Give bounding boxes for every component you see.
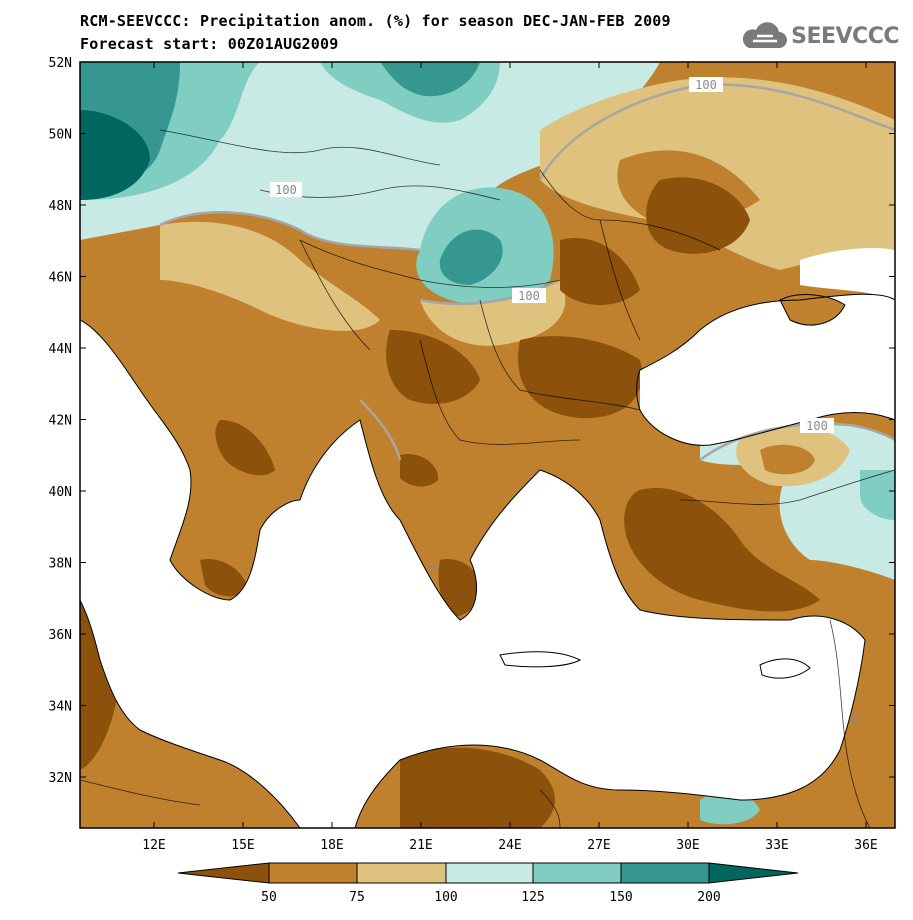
lat-label: 52N — [49, 56, 72, 71]
contour-labels: 100 100 100 100 0 0 — [270, 77, 859, 728]
lat-label: 40N — [49, 485, 72, 500]
legend-label: 200 — [697, 890, 720, 905]
latitude-axis: 52N 50N 48N 46N 44N 42N 40N 38N 36N 34N 32N — [49, 56, 895, 786]
lat-label: 36N — [49, 628, 72, 643]
seevccc-logo: SEEVCCC — [739, 22, 899, 50]
lat-label: 32N — [49, 771, 72, 786]
legend-label: 50 — [261, 890, 277, 905]
map-title: RCM-SEEVCCC: Precipitation anom. (%) for… — [80, 12, 671, 30]
legend-swatch — [532, 862, 622, 884]
lat-label: 42N — [49, 414, 72, 429]
contour-label: 100 — [695, 78, 717, 92]
lon-label: 15E — [231, 838, 254, 853]
legend-swatch — [708, 862, 799, 884]
lat-label: 34N — [49, 700, 72, 715]
map-frame — [79, 61, 896, 829]
colorbar-legend: 50 75 100 125 150 200 — [177, 862, 799, 905]
lon-label: 21E — [409, 838, 432, 853]
country-borders — [80, 129, 895, 828]
lon-label: 30E — [676, 838, 699, 853]
contour-label: 0 — [428, 561, 435, 575]
legend-swatch — [356, 862, 447, 884]
lon-label: 33E — [765, 838, 788, 853]
map-field: 100 100 100 100 0 0 — [80, 62, 895, 828]
lat-label: 50N — [49, 128, 72, 143]
forecast-start-label: Forecast start: 00Z01AUG2009 — [80, 35, 339, 53]
lat-label: 48N — [49, 199, 72, 214]
contour-label: 0 — [851, 714, 858, 728]
cloud-icon — [742, 22, 788, 48]
legend-swatch — [445, 862, 534, 884]
logo-text: SEEVCCC — [791, 23, 899, 49]
legend-swatch — [268, 862, 358, 884]
legend-swatch — [620, 862, 710, 884]
contour-label: 100 — [806, 419, 828, 433]
coastlines — [80, 293, 895, 828]
lat-label: 46N — [49, 271, 72, 286]
longitude-axis: 12E 15E 18E 21E 24E 27E 30E 33E 36E — [142, 62, 878, 853]
lon-label: 12E — [142, 838, 165, 853]
contour-label: 100 — [275, 183, 297, 197]
legend-label: 125 — [521, 890, 544, 905]
lon-label: 18E — [320, 838, 343, 853]
legend-label: 150 — [609, 890, 632, 905]
lat-label: 44N — [49, 342, 72, 357]
lon-label: 24E — [498, 838, 521, 853]
lon-label: 27E — [587, 838, 610, 853]
legend-label: 75 — [349, 890, 365, 905]
legend-label: 100 — [434, 890, 457, 905]
lat-label: 38N — [49, 557, 72, 572]
contour-label: 100 — [518, 289, 540, 303]
legend-swatch — [177, 862, 270, 884]
lon-label: 36E — [854, 838, 877, 853]
